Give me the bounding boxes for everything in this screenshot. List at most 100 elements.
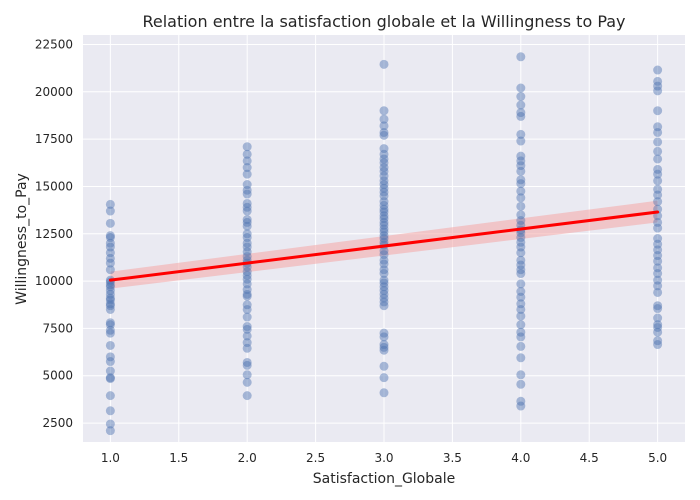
data-point [105,282,115,292]
data-point [653,251,663,261]
data-point [379,255,389,265]
data-point [242,247,252,257]
data-point [516,304,526,314]
data-point [516,111,526,121]
data-point [516,332,526,342]
data-point [379,204,389,214]
data-point [653,223,663,233]
data-point [242,206,252,216]
data-point [653,281,663,291]
data-point [516,100,526,110]
data-point [653,146,663,156]
regression-line-path [108,210,660,282]
data-point [516,129,526,139]
data-point [379,269,389,279]
data-point [105,286,115,296]
data-point [653,164,663,174]
data-point [379,187,389,197]
data-point [242,357,252,367]
data-point [105,373,115,383]
data-point [379,259,389,269]
y-tick-label: 10000 [35,274,73,288]
y-tick-label: 17500 [35,132,73,146]
data-point [379,158,389,168]
scatter-points [105,52,663,436]
data-point [242,267,252,277]
data-point [105,406,115,416]
data-point [516,216,526,226]
data-point [105,318,115,328]
data-point [516,201,526,211]
data-point [653,269,663,279]
data-point [379,180,389,190]
x-tick-label: 2.5 [306,451,325,465]
data-point [379,265,389,275]
chart-title: Relation entre la satisfaction globale e… [142,12,625,31]
data-point [653,106,663,116]
data-point [105,258,115,268]
data-point [242,279,252,289]
data-point [653,336,663,346]
data-point [105,293,115,303]
data-point [242,331,252,341]
data-point [653,76,663,86]
x-tick-label: 3.0 [374,451,393,465]
data-point [379,163,389,173]
data-point [379,217,389,227]
data-point [653,234,663,243]
data-point [105,299,115,309]
data-point [105,231,115,241]
data-point [379,328,389,338]
data-point [242,156,252,166]
data-point [379,114,389,124]
data-point [379,183,389,193]
data-point [653,65,663,75]
data-point [379,166,389,176]
data-point [379,301,389,311]
data-point [242,251,252,261]
data-point [379,246,389,256]
data-point [653,81,663,91]
data-point [516,83,526,93]
data-point [105,391,115,401]
data-point [379,332,389,342]
data-point [379,289,389,299]
y-tick-label: 12500 [35,227,73,241]
data-point [516,92,526,102]
data-point [516,108,526,118]
data-point [653,86,663,96]
data-point [516,370,526,380]
data-point [516,237,526,247]
data-point [379,121,389,131]
regression-line [108,210,660,282]
data-point [516,401,526,411]
data-point [105,301,115,311]
data-point [379,286,389,296]
data-point [242,163,252,173]
data-point [105,357,115,367]
y-tick-label: 7500 [42,321,73,335]
data-point [379,278,389,288]
data-point [379,282,389,292]
data-point [516,156,526,166]
data-point [653,245,663,255]
y-tick-label: 15000 [35,179,73,193]
data-point [105,374,115,384]
data-point [653,217,663,227]
data-point [105,325,115,335]
data-point [516,193,526,203]
data-point [516,161,526,171]
data-point [653,287,663,297]
data-point [516,175,526,185]
data-point [653,327,663,337]
data-point [516,179,526,189]
data-point [516,186,526,196]
data-point [105,328,115,338]
data-point [105,206,115,216]
data-point [516,242,526,252]
data-point [242,324,252,334]
data-point [379,373,389,383]
data-point [379,149,389,159]
data-point [516,269,526,279]
